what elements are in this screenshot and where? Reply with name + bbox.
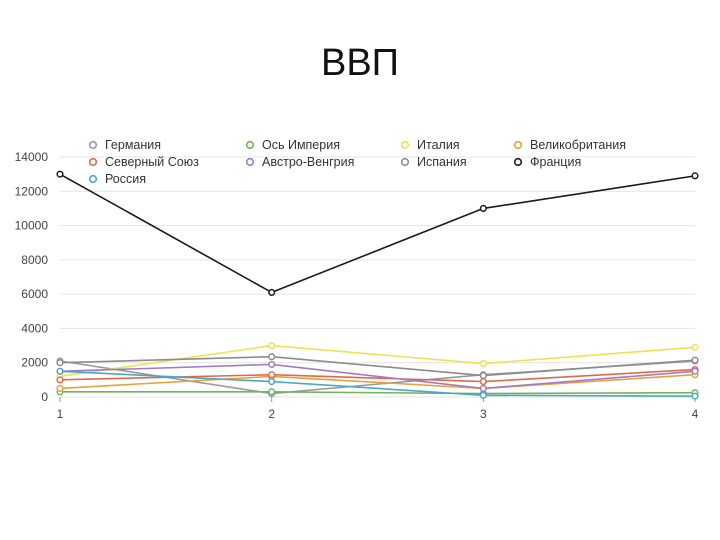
series-lines	[56, 170, 699, 400]
data-point	[268, 378, 276, 386]
data-point	[479, 360, 487, 368]
legend-marker	[400, 157, 410, 167]
legend-item: Северный Союз	[88, 155, 199, 169]
y-tick-label: 2000	[21, 356, 48, 370]
data-point	[268, 342, 276, 350]
data-point	[691, 356, 699, 364]
legend-label: Северный Союз	[105, 155, 199, 169]
data-point	[691, 392, 699, 400]
grid-lines	[60, 156, 695, 398]
legend-item: Россия	[88, 172, 146, 186]
slide-title: ВВП	[320, 42, 399, 84]
legend-item: Германия	[88, 138, 161, 152]
series-line	[59, 363, 696, 390]
series-8	[56, 367, 699, 400]
legend-marker	[245, 140, 255, 150]
data-point	[691, 172, 699, 180]
data-point	[479, 204, 487, 212]
legend-label: Великобритания	[530, 138, 626, 152]
legend-label: Ось Империя	[262, 138, 340, 152]
y-tick-label: 8000	[21, 253, 48, 267]
axes: 0 2000 4000 6000 8000 10000 12000 14000 1 2 3 4	[15, 150, 699, 421]
x-tick-label: 1	[57, 407, 64, 421]
data-point	[691, 343, 699, 351]
series-line	[59, 368, 696, 383]
series-4	[56, 366, 699, 386]
legend-item: Великобритания	[513, 138, 626, 152]
series-line	[59, 344, 696, 378]
data-point	[268, 371, 276, 379]
x-tick-label: 2	[268, 407, 275, 421]
series-line	[59, 173, 696, 294]
legend-marker	[513, 140, 523, 150]
legend-item: Италия	[400, 138, 460, 152]
legend-marker	[88, 140, 98, 150]
legend-label: Австро-Венгрия	[262, 155, 354, 169]
legend-marker	[88, 157, 98, 167]
series-7	[56, 170, 699, 296]
x-tick-label: 3	[480, 407, 487, 421]
legend-label: Германия	[105, 138, 161, 152]
data-point	[479, 378, 487, 386]
series-line	[60, 391, 696, 395]
data-point	[691, 367, 699, 375]
series-line	[59, 370, 696, 397]
y-tick-label: 0	[41, 390, 48, 404]
data-point	[268, 353, 276, 361]
legend-label: Россия	[105, 172, 146, 186]
legend-item: Испания	[400, 155, 467, 169]
data-point	[56, 367, 64, 375]
series-line	[59, 373, 696, 390]
y-tick-label: 6000	[21, 287, 48, 301]
data-point	[479, 391, 487, 399]
data-point	[56, 384, 64, 392]
data-point	[479, 372, 487, 380]
y-tick-label: 10000	[15, 219, 49, 233]
legend-marker	[513, 157, 523, 167]
legend-label: Испания	[417, 155, 467, 169]
y-tick-label: 14000	[15, 150, 49, 164]
y-tick-label: 4000	[21, 321, 48, 335]
x-tick-label: 4	[692, 407, 699, 421]
data-point	[56, 359, 64, 367]
data-point	[268, 388, 276, 396]
legend-item: Франция	[513, 155, 581, 169]
series-2	[56, 342, 699, 380]
series-5	[56, 360, 699, 392]
legend-marker	[88, 174, 98, 184]
y-tick-label: 12000	[15, 184, 49, 198]
legend-marker	[400, 140, 410, 150]
data-point	[268, 288, 276, 296]
legend-label: Франция	[530, 155, 581, 169]
series-6	[56, 353, 699, 380]
legend: Германия Ось Империя Италия Великобритания С…	[88, 138, 626, 186]
data-point	[56, 376, 64, 384]
data-point	[479, 384, 487, 392]
data-point	[268, 360, 276, 368]
legend-marker	[245, 157, 255, 167]
legend-item: Ось Империя	[245, 138, 340, 152]
legend-label: Италия	[417, 138, 460, 152]
data-point	[56, 170, 64, 178]
legend-item: Австро-Венгрия	[245, 155, 354, 169]
series-line	[59, 355, 696, 377]
